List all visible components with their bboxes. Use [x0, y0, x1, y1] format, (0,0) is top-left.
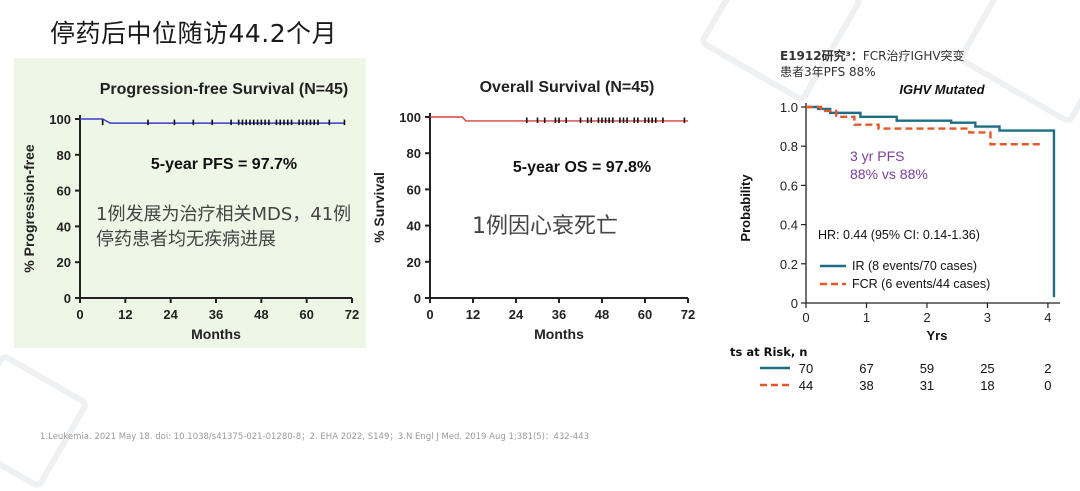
x-tick-label: 3 — [984, 310, 991, 325]
at-risk-value: 38 — [859, 378, 873, 393]
y-tick-label: 20 — [407, 255, 421, 270]
at-risk-value: 2 — [1044, 361, 1051, 376]
ighv-chart: IGHV Mutated 0 0.2 0.4 0.6 0.8 1.0 0 1 2 3 4 Yrs Prob… — [738, 82, 1060, 393]
at-risk-value: 70 — [799, 361, 813, 376]
y-tick-label: 60 — [407, 182, 421, 197]
chart-title: IGHV Mutated — [899, 82, 985, 97]
y-tick-label: 0 — [791, 296, 798, 311]
os-panel: Overall Survival (N=45) 0 20 40 60 80 100 0 12 24… — [368, 60, 712, 354]
x-tick-label: 2 — [923, 310, 930, 325]
x-axis-label: Months — [534, 326, 584, 342]
y-axis-label: % Progression-free — [21, 144, 37, 273]
background-decoration — [0, 351, 91, 491]
y-tick-label: 0.8 — [780, 139, 798, 154]
hazard-ratio: HR: 0.44 (95% CI: 0.14-1.36) — [818, 228, 980, 242]
x-axis-label: Months — [191, 326, 241, 342]
pfs-panel: Progression-free Survival (N=45) 0 20 40 60 8… — [14, 58, 366, 348]
at-risk-value: 44 — [799, 378, 813, 393]
x-tick-label: 60 — [638, 307, 652, 322]
y-tick-label: 1.0 — [780, 100, 798, 115]
chart-title: Progression-free Survival (N=45) — [100, 81, 349, 98]
y-tick-label: 40 — [407, 219, 421, 234]
survival-curve — [430, 116, 688, 122]
series-line — [806, 105, 1042, 146]
survival-curve — [80, 118, 345, 124]
x-tick-label: 12 — [466, 307, 480, 322]
at-risk-value: 25 — [980, 361, 994, 376]
at-risk-label: ts at Risk, n — [730, 345, 808, 359]
x-tick-label: 1 — [863, 310, 870, 325]
at-risk-value: 0 — [1044, 378, 1051, 393]
study-desc-2: 患者3年PFS 88% — [780, 65, 876, 79]
e1912-header: E1912研究³：FCR治疗IGHV突变 患者3年PFS 88% — [780, 48, 965, 80]
x-tick-label: 48 — [254, 307, 268, 322]
at-risk-value: 31 — [920, 378, 934, 393]
stat-label: 5-year PFS = 97.7% — [151, 156, 297, 173]
y-tick-label: 20 — [57, 255, 71, 270]
x-tick-label: 0 — [802, 310, 809, 325]
y-tick-label: 0.4 — [780, 218, 798, 233]
os-annotation: 1例因心衰死亡 — [472, 214, 618, 239]
x-tick-label: 24 — [509, 307, 524, 322]
y-tick-label: 80 — [57, 148, 71, 163]
x-axis-label: Yrs — [927, 328, 948, 343]
study-desc-1: FCR治疗IGHV突变 — [862, 49, 965, 63]
pfs-annotation-line1: 3 yr PFS — [850, 148, 904, 164]
y-tick-label: 60 — [57, 184, 71, 199]
at-risk-value: 67 — [859, 361, 873, 376]
x-tick-label: 0 — [76, 307, 83, 322]
slide-title: 停药后中位随访44.2个月 — [50, 19, 338, 48]
y-tick-label: 100 — [399, 110, 421, 125]
pfs-chart: Progression-free Survival (N=45) 0 20 40 60 8… — [21, 81, 359, 342]
y-tick-label: 0.6 — [780, 178, 798, 193]
x-tick-label: 48 — [595, 307, 609, 322]
x-tick-label: 36 — [552, 307, 566, 322]
pfs-annotation-line2: 88% vs 88% — [850, 166, 928, 182]
y-tick-label: 0 — [414, 291, 421, 306]
y-axis-label: Probability — [738, 174, 753, 242]
x-tick-label: 72 — [345, 307, 359, 322]
y-tick-label: 80 — [407, 146, 421, 161]
os-chart: Overall Survival (N=45) 0 20 40 60 80 100 0 12 24… — [371, 79, 695, 342]
y-tick-label: 0 — [64, 291, 71, 306]
legend-label: FCR (6 events/44 cases) — [852, 277, 990, 291]
y-axis-label: % Survival — [371, 172, 387, 243]
y-tick-label: 40 — [57, 219, 71, 234]
pfs-annotation: 1例发展为治疗相关MDS，41例停药患者均无疾病进展 — [96, 204, 352, 250]
study-label: E1912研究³： — [780, 49, 863, 63]
stat-label: 5-year OS = 97.8% — [513, 159, 651, 176]
x-tick-label: 72 — [681, 307, 695, 322]
x-tick-label: 24 — [163, 307, 178, 322]
y-tick-label: 0.2 — [780, 257, 798, 272]
x-tick-label: 0 — [426, 307, 433, 322]
y-tick-label: 100 — [49, 112, 71, 127]
footnote: 1.Leukemia. 2021 May 18. doi: 10.1038/s4… — [40, 432, 590, 442]
legend-label: IR (8 events/70 cases) — [852, 259, 977, 273]
x-tick-label: 4 — [1044, 310, 1051, 325]
chart-title: Overall Survival (N=45) — [480, 79, 655, 96]
x-tick-label: 60 — [299, 307, 313, 322]
at-risk-value: 18 — [980, 378, 994, 393]
at-risk-value: 59 — [920, 361, 934, 376]
series-line — [806, 105, 1056, 298]
x-tick-label: 36 — [209, 307, 223, 322]
x-tick-label: 12 — [118, 307, 132, 322]
